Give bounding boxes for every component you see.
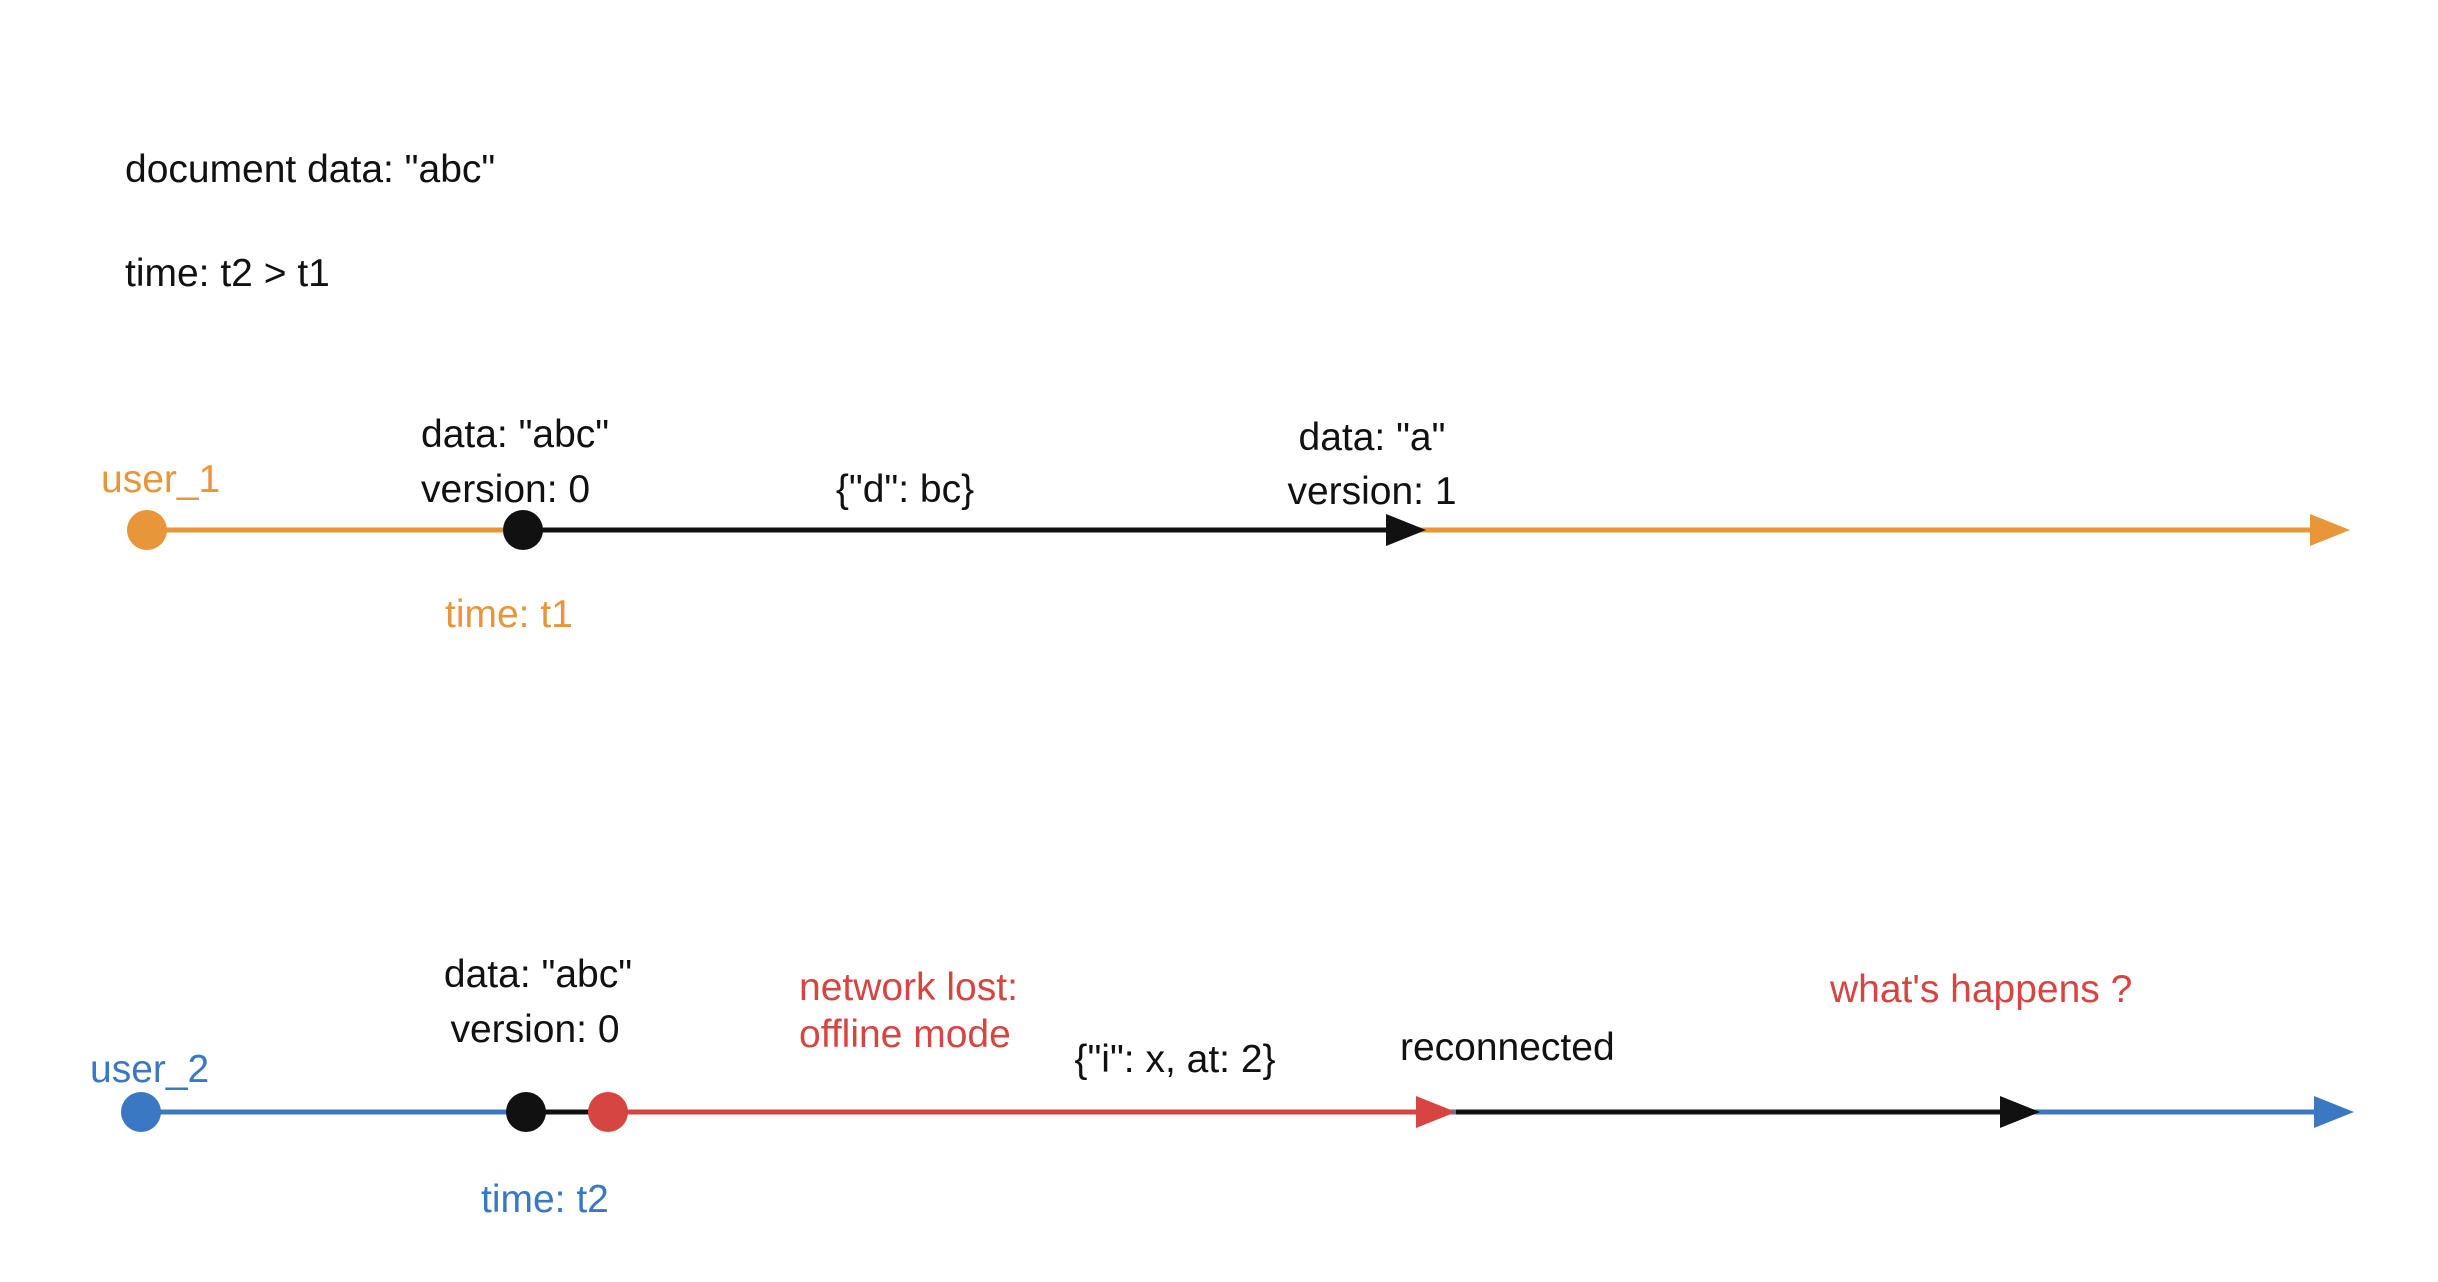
document-data-note: document data: "abc" [125, 148, 496, 191]
user-2-reconnected-arrowhead [2000, 1096, 2040, 1128]
user-2-start-data: data: "abc" [443, 953, 633, 996]
question-label: what's happens ? [1830, 968, 2133, 1011]
user-2-label: user_2 [90, 1048, 210, 1091]
user-1-start-time: time: t1 [445, 593, 573, 636]
user-1-sync-arrowhead [1386, 514, 1426, 546]
user-1-version-node [503, 510, 543, 550]
user-2-start-node [121, 1092, 161, 1132]
user-2-offline-arrowhead [1416, 1096, 1456, 1128]
user-1-start-node [127, 510, 167, 550]
user-1-end-version: version: 1 [1287, 470, 1457, 513]
user-1-start-data: data: "abc" [421, 413, 610, 456]
user-2-start-version: version: 0 [450, 1008, 620, 1051]
time-order-note: time: t2 > t1 [125, 252, 330, 295]
reconnected-label: reconnected [1400, 1026, 1615, 1069]
user-1-timeline-arrowhead [2310, 514, 2350, 546]
network-lost-label: network lost: [799, 966, 1018, 1009]
offline-mode-label: offline mode [799, 1013, 1011, 1056]
user-1-start-version: version: 0 [421, 468, 591, 511]
user-2-timeline-arrowhead [2314, 1096, 2354, 1128]
user-1-delete-operation: {"d": bc} [835, 468, 975, 511]
user-2-insert-operation: {"i": x, at: 2} [1074, 1038, 1276, 1081]
user-2-version-node [506, 1092, 546, 1132]
user-1-end-data: data: "a" [1298, 416, 1446, 459]
user-1-label: user_1 [101, 458, 221, 501]
user-2-start-time: time: t2 [481, 1178, 609, 1221]
user-2-network-lost-node [588, 1092, 628, 1132]
